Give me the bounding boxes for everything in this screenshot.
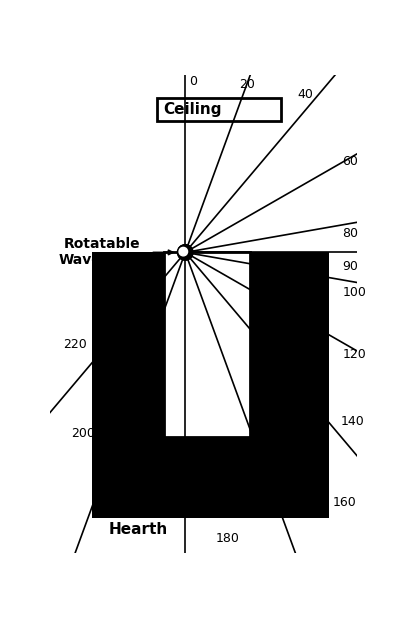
Text: Hearth: Hearth [109, 522, 168, 537]
Text: 140: 140 [340, 415, 364, 428]
Text: 220: 220 [64, 338, 87, 351]
Bar [92, 252, 164, 518]
Text: 100: 100 [343, 286, 366, 299]
Bar [250, 252, 329, 518]
Circle shape [179, 247, 187, 256]
Text: 200: 200 [71, 427, 95, 440]
Text: Ceiling: Ceiling [164, 102, 222, 117]
Text: 60: 60 [343, 155, 358, 168]
Text: 20: 20 [239, 78, 255, 91]
Text: 90: 90 [343, 260, 358, 273]
Circle shape [177, 245, 193, 260]
Text: 40: 40 [297, 88, 313, 101]
Bar [156, 98, 281, 122]
Text: 180: 180 [216, 532, 240, 545]
Circle shape [179, 247, 187, 256]
Text: 80: 80 [343, 227, 358, 240]
Circle shape [177, 245, 193, 260]
Bar [164, 252, 250, 437]
Text: 160: 160 [333, 496, 356, 509]
Text: Rotatable
Waveguide: Rotatable Waveguide [59, 237, 146, 268]
Text: 0: 0 [189, 75, 197, 88]
Text: 120: 120 [343, 348, 366, 361]
Bar [92, 437, 329, 518]
